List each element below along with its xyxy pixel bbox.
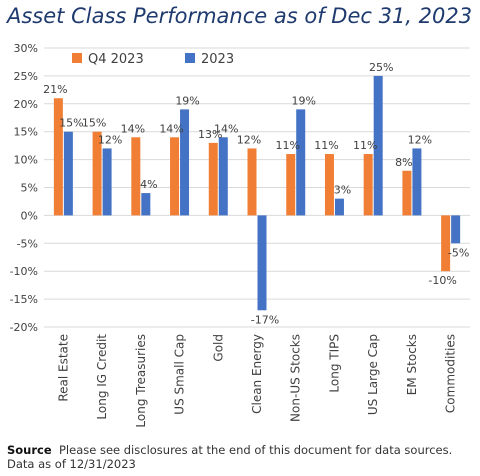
x-tick-label: US Large Cap — [366, 334, 380, 415]
y-tick-label: -10% — [10, 265, 38, 278]
data-label-q4: 11% — [353, 139, 377, 152]
legend: Q4 2023 2023 — [72, 52, 234, 67]
data-label-q4: 12% — [237, 133, 261, 146]
data-label-2023: 4% — [140, 178, 157, 191]
bar-q4-2023 — [247, 148, 257, 216]
data-label-q4: 14% — [121, 122, 145, 135]
bar-2023 — [257, 215, 267, 311]
bar-2023 — [412, 148, 422, 216]
y-tick-label: 15% — [14, 126, 38, 139]
y-axis: 30% 25% 20% 15% 10% 5% 0% -5% -10% -15% -20% — [10, 42, 38, 334]
data-labels: 21%15%15%12%14%4%14%19%13%14%12%-17%11%1… — [43, 61, 469, 326]
bar-2023 — [102, 148, 112, 216]
legend-swatch-q4 — [72, 53, 82, 63]
x-axis: Real Estate Long IG Credit Long Treasuries… — [56, 334, 457, 428]
y-tick-label: -15% — [10, 293, 38, 306]
data-label-q4: 21% — [43, 83, 67, 96]
bar-q4-2023 — [441, 215, 451, 272]
y-tick-label: 25% — [14, 70, 38, 83]
source-text: Please see disclosures at the end of thi… — [58, 443, 453, 457]
legend-label-2023: 2023 — [201, 52, 234, 67]
chart-title: Asset Class Performance as of Dec 31, 20… — [7, 4, 473, 28]
legend-swatch-2023 — [185, 53, 195, 63]
data-label-2023: 15% — [59, 117, 83, 130]
data-label-q4: 15% — [82, 117, 106, 130]
source-date: Data as of 12/31/2023 — [7, 457, 136, 471]
bar-2023 — [296, 109, 306, 216]
bar-q4-2023 — [131, 137, 141, 216]
data-label-q4: 13% — [198, 128, 222, 141]
grid-lines — [44, 47, 470, 328]
data-label-q4: 8% — [395, 156, 412, 169]
y-tick-label: -20% — [10, 321, 38, 334]
bar-q4-2023 — [286, 154, 296, 216]
data-label-2023: 3% — [334, 184, 351, 197]
y-tick-label: -5% — [17, 237, 38, 250]
bar-q4-2023 — [402, 170, 412, 216]
data-label-2023: 19% — [292, 94, 316, 107]
bar-q4-2023 — [208, 142, 218, 216]
bars — [53, 75, 461, 311]
bar-2023 — [334, 198, 344, 216]
bar-2023 — [373, 75, 383, 216]
bar-q4-2023 — [170, 137, 180, 216]
bar-q4-2023 — [92, 131, 102, 216]
data-label-q4: 11% — [314, 139, 338, 152]
bar-2023 — [451, 215, 461, 244]
x-tick-label: Commodities — [444, 334, 458, 413]
bar-2023 — [141, 193, 151, 216]
bar-2023 — [180, 109, 190, 216]
y-tick-label: 30% — [14, 42, 38, 55]
x-tick-label: Real Estate — [56, 334, 70, 402]
source-note: Source Please see disclosures at the end… — [7, 443, 452, 471]
x-tick-label: EM Stocks — [405, 334, 419, 395]
y-tick-label: 20% — [14, 98, 38, 111]
data-label-q4: 14% — [159, 122, 183, 135]
data-label-2023: 25% — [369, 61, 393, 74]
data-label-2023: 12% — [408, 133, 432, 146]
data-label-2023: 12% — [98, 133, 122, 146]
x-tick-label: US Small Cap — [173, 334, 187, 415]
y-tick-label: 5% — [21, 182, 38, 195]
x-tick-label: Long TIPS — [327, 334, 341, 393]
bar-q4-2023 — [324, 154, 334, 216]
data-label-q4: 11% — [276, 139, 300, 152]
x-tick-label: Gold — [211, 334, 225, 362]
data-label-2023: 14% — [214, 122, 238, 135]
bar-2023 — [63, 131, 73, 216]
legend-label-q4: Q4 2023 — [88, 52, 144, 67]
x-tick-label: Non-US Stocks — [289, 334, 303, 422]
data-label-2023: -5% — [448, 246, 469, 259]
data-label-2023: 19% — [175, 94, 199, 107]
bar-q4-2023 — [363, 154, 373, 216]
data-label-q4: -10% — [428, 274, 456, 287]
y-tick-label: 0% — [21, 209, 38, 222]
x-tick-label: Long IG Credit — [95, 334, 109, 420]
data-label-2023: -17% — [251, 313, 279, 326]
bar-chart: 30% 25% 20% 15% 10% 5% 0% -5% -10% -15% -20% 21% 15… — [10, 42, 470, 428]
source-label: Source — [7, 443, 52, 457]
bar-2023 — [218, 137, 228, 216]
bar-q4-2023 — [53, 98, 63, 216]
x-tick-label: Clean Energy — [250, 334, 264, 414]
y-tick-label: 10% — [14, 154, 38, 167]
x-tick-label: Long Treasuries — [134, 334, 148, 428]
